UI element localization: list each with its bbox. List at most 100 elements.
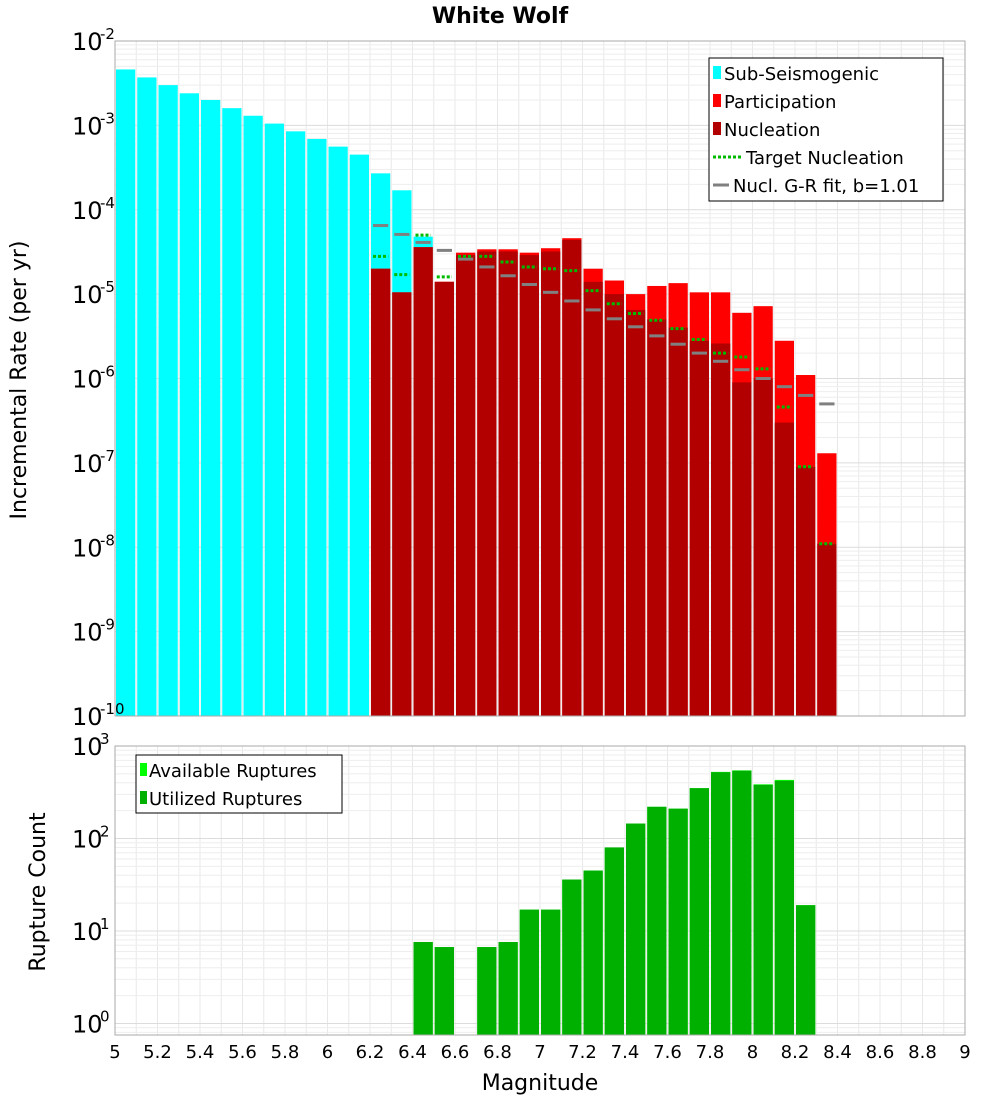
x-tick-label: 6.6 bbox=[441, 1042, 470, 1063]
y-tick-label: 10 bbox=[72, 918, 103, 946]
x-tick-labels: 5 5.2 5.4 5.6 5.8 6 6.2 6.4 6.6 6.8 7 7.2 7.4 7.6 7.8 8… bbox=[109, 1042, 970, 1063]
nucleation-bar bbox=[392, 292, 412, 716]
y-tick-exponent: 3 bbox=[100, 730, 110, 748]
target-nucleation-ticks bbox=[373, 233, 835, 546]
y-tick-exponent: -7 bbox=[100, 447, 115, 465]
nucleation-bar bbox=[774, 422, 794, 716]
legend-label-nucleation: Nucleation bbox=[724, 120, 820, 141]
legend-label-utilized-ruptures: Utilized Ruptures bbox=[149, 789, 302, 810]
nucleation-bar bbox=[519, 255, 539, 716]
legend-label-participation: Participation bbox=[724, 92, 836, 113]
y-tick-label: 10 bbox=[72, 534, 103, 562]
utilized-ruptures-bar bbox=[689, 788, 709, 1035]
top-legend: Sub-Seismogenic Participation Nucleation… bbox=[708, 57, 944, 202]
legend-swatch-available-ruptures bbox=[140, 763, 147, 776]
y-tick-label: 10 bbox=[72, 1010, 103, 1038]
utilized-ruptures-bar bbox=[498, 941, 518, 1035]
sub-seismogenic-bar bbox=[116, 69, 136, 716]
utilized-ruptures-bar bbox=[647, 806, 667, 1035]
utilized-ruptures-bar bbox=[732, 770, 752, 1035]
y-tick-exponent: -4 bbox=[100, 194, 115, 212]
legend-label-target-nucleation: Target Nucleation bbox=[745, 148, 904, 169]
utilized-ruptures-bar bbox=[796, 905, 816, 1035]
bottom-plot-frame bbox=[114, 745, 966, 1036]
y-tick-exponent: 0 bbox=[100, 1007, 110, 1025]
y-tick-label: 10 bbox=[72, 703, 103, 731]
x-tick-label: 8 bbox=[747, 1042, 758, 1063]
y-tick-exponent: -9 bbox=[100, 616, 115, 634]
utilized-ruptures-bar bbox=[562, 879, 582, 1035]
utilized-ruptures-bar bbox=[774, 780, 794, 1035]
y-tick-exponent: 2 bbox=[100, 822, 110, 840]
sub-seismogenic-bar bbox=[179, 93, 199, 716]
utilized-ruptures-bar bbox=[413, 941, 433, 1035]
utilized-ruptures-bar bbox=[477, 947, 497, 1035]
top-y-axis-label: Incremental Rate (per yr) bbox=[7, 241, 32, 520]
nucleation-bar bbox=[626, 309, 646, 716]
x-tick-label: 7.6 bbox=[653, 1042, 682, 1063]
nucleation-bar bbox=[434, 281, 454, 716]
utilized-ruptures-bars bbox=[413, 770, 816, 1035]
x-tick-label: 5.4 bbox=[186, 1042, 215, 1063]
y-tick-exponent: -2 bbox=[100, 25, 115, 43]
nucleation-bar bbox=[371, 268, 391, 716]
x-tick-label: 5.8 bbox=[271, 1042, 300, 1063]
sub-seismogenic-bar bbox=[158, 85, 178, 716]
y-tick-label: 10 bbox=[72, 197, 103, 225]
y-tick-label: 10 bbox=[72, 450, 103, 478]
legend-label-available-ruptures: Available Ruptures bbox=[149, 761, 317, 782]
nucleation-bar bbox=[583, 281, 603, 716]
sub-seismogenic-bar bbox=[328, 146, 348, 716]
y-tick-label: 10 bbox=[72, 733, 103, 761]
sub-seismogenic-bar bbox=[307, 138, 327, 716]
utilized-ruptures-bar bbox=[626, 823, 646, 1035]
nucleation-bar bbox=[456, 255, 476, 716]
x-tick-label: 8.6 bbox=[866, 1042, 895, 1063]
x-tick-label: 8.8 bbox=[908, 1042, 937, 1063]
x-tick-label: 6 bbox=[322, 1042, 333, 1063]
nucleation-bar bbox=[562, 239, 582, 716]
nucleation-bar bbox=[498, 251, 518, 716]
utilized-ruptures-bar bbox=[541, 909, 561, 1035]
y-tick-label: 10 bbox=[72, 281, 103, 309]
nucleation-bar bbox=[753, 378, 773, 716]
nucleation-bar bbox=[604, 294, 624, 716]
utilized-ruptures-bar bbox=[668, 808, 688, 1035]
legend-swatch-sub-seismogenic bbox=[713, 66, 721, 79]
utilized-ruptures-bar bbox=[604, 847, 624, 1035]
y-tick-label: 10 bbox=[72, 825, 103, 853]
nucleation-bar bbox=[711, 343, 731, 716]
nucleation-bar bbox=[817, 543, 837, 716]
x-tick-label: 7 bbox=[534, 1042, 545, 1063]
legend-swatch-participation bbox=[713, 94, 721, 107]
utilized-ruptures-bar bbox=[583, 870, 603, 1035]
top-legend-box bbox=[708, 57, 944, 202]
nucleation-bar bbox=[732, 382, 752, 716]
y-tick-label: 10 bbox=[72, 112, 103, 140]
x-tick-label: 5.6 bbox=[228, 1042, 257, 1063]
nucleation-bars bbox=[371, 239, 837, 716]
x-tick-label: 8.2 bbox=[781, 1042, 810, 1063]
x-tick-label: 8.4 bbox=[823, 1042, 852, 1063]
y-tick-exponent: -6 bbox=[100, 363, 115, 381]
legend-swatch-nucleation bbox=[713, 122, 721, 135]
y-tick-label: 10 bbox=[72, 619, 103, 647]
nucleation-bar bbox=[647, 319, 667, 716]
x-tick-label: 7.4 bbox=[611, 1042, 640, 1063]
nucleation-bar bbox=[689, 340, 709, 716]
chart-title: White Wolf bbox=[432, 4, 569, 29]
utilized-ruptures-bar bbox=[519, 909, 539, 1035]
bottom-legend-box bbox=[135, 754, 343, 814]
top-plot: 10-210-310-410-510-610-710-810-910-10 In… bbox=[7, 25, 966, 731]
top-plot-frame bbox=[114, 40, 966, 717]
sub-seismogenic-bar bbox=[243, 115, 263, 716]
top-y-tick-labels: 10-210-310-410-510-610-710-810-910-10 bbox=[72, 25, 125, 731]
y-tick-exponent: -8 bbox=[100, 531, 115, 549]
legend-label-sub-seismogenic: Sub-Seismogenic bbox=[724, 64, 879, 85]
sub-seismogenic-bar bbox=[222, 108, 242, 717]
sub-seismogenic-bar bbox=[286, 131, 306, 717]
utilized-ruptures-bar bbox=[753, 784, 773, 1035]
